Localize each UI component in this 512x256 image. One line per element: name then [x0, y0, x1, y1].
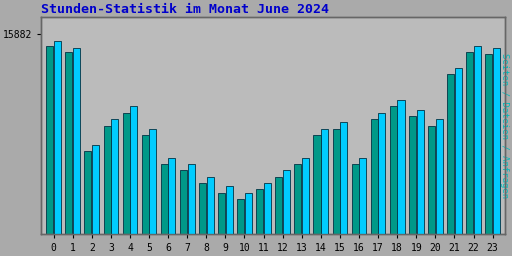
Bar	[397, 100, 404, 256]
Bar	[283, 170, 290, 256]
Bar	[485, 54, 493, 256]
Bar	[264, 183, 271, 256]
Bar	[275, 177, 283, 256]
Bar	[206, 177, 214, 256]
Bar	[46, 46, 53, 256]
Bar	[245, 193, 252, 256]
Bar	[340, 122, 347, 256]
Bar	[130, 106, 137, 256]
Bar	[321, 129, 328, 256]
Bar	[237, 199, 244, 256]
Bar	[466, 52, 473, 256]
Bar	[455, 68, 462, 256]
Bar	[150, 129, 156, 256]
Bar	[474, 46, 481, 256]
Bar	[180, 170, 187, 256]
Bar	[168, 157, 176, 256]
Bar	[66, 52, 72, 256]
Text: Stunden-Statistik im Monat June 2024: Stunden-Statistik im Monat June 2024	[41, 3, 329, 16]
Bar	[111, 119, 118, 256]
Bar	[103, 126, 111, 256]
Bar	[199, 183, 206, 256]
Bar	[294, 164, 302, 256]
Y-axis label: Seiten / Dateien / Anfragen: Seiten / Dateien / Anfragen	[500, 53, 509, 198]
Bar	[313, 135, 321, 256]
Bar	[302, 157, 309, 256]
Bar	[92, 145, 99, 256]
Bar	[226, 186, 233, 256]
Bar	[390, 106, 397, 256]
Bar	[352, 164, 359, 256]
Bar	[161, 164, 168, 256]
Bar	[187, 164, 195, 256]
Bar	[142, 135, 149, 256]
Bar	[256, 189, 263, 256]
Bar	[493, 48, 500, 256]
Bar	[218, 193, 225, 256]
Bar	[359, 157, 367, 256]
Bar	[84, 151, 92, 256]
Bar	[436, 119, 443, 256]
Bar	[54, 41, 61, 256]
Bar	[371, 119, 378, 256]
Bar	[428, 126, 435, 256]
Bar	[447, 74, 454, 256]
Bar	[378, 113, 386, 256]
Bar	[409, 116, 416, 256]
Bar	[73, 48, 80, 256]
Bar	[122, 113, 130, 256]
Bar	[417, 110, 423, 256]
Bar	[333, 129, 339, 256]
